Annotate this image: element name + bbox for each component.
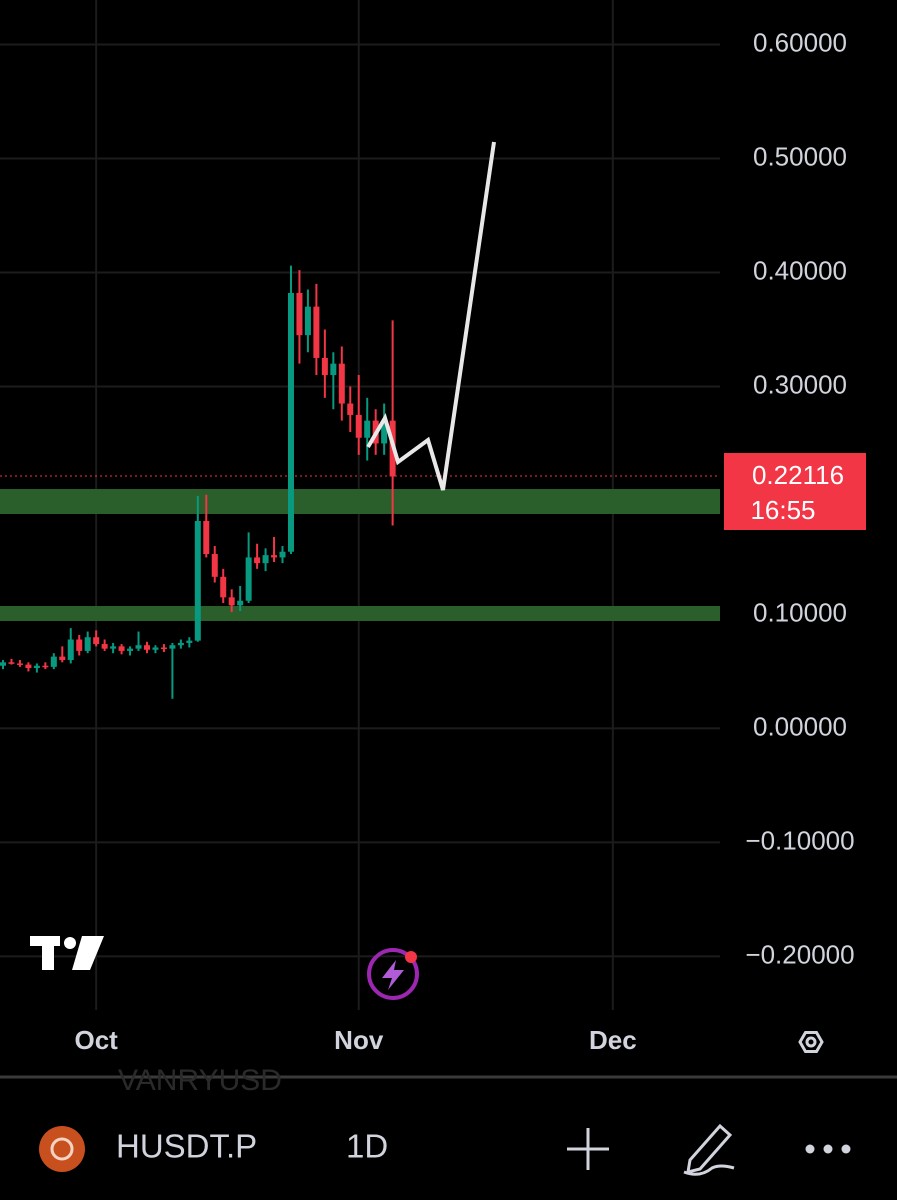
candle-body bbox=[296, 292, 303, 336]
price-label-box bbox=[724, 453, 866, 530]
candle-body bbox=[33, 665, 40, 669]
candle-body bbox=[143, 645, 150, 650]
x-tick-label: Oct bbox=[74, 1025, 118, 1055]
support-zone bbox=[0, 606, 720, 621]
candle-body bbox=[313, 306, 320, 358]
candle-body bbox=[211, 554, 218, 577]
candle-body bbox=[177, 642, 184, 646]
candle-body bbox=[228, 597, 235, 606]
candle-body bbox=[355, 414, 362, 438]
candle-body bbox=[93, 637, 100, 645]
candle-body bbox=[59, 656, 66, 661]
ghost-symbol: VANRYUSD bbox=[118, 1064, 282, 1097]
more-button[interactable] bbox=[805, 1144, 851, 1154]
candle-body bbox=[304, 306, 311, 336]
candle-body bbox=[0, 662, 6, 666]
candle-body bbox=[118, 646, 125, 651]
candle-body bbox=[237, 600, 244, 606]
candle-body bbox=[42, 665, 49, 668]
y-tick-label: 0.40000 bbox=[753, 255, 847, 285]
countdown: 16:55 bbox=[750, 495, 815, 525]
candle-body bbox=[203, 520, 210, 555]
candle-body bbox=[16, 663, 23, 665]
lightning-button[interactable] bbox=[367, 948, 419, 1000]
add-button[interactable] bbox=[567, 1128, 609, 1170]
candle-body bbox=[338, 363, 345, 404]
candle-body bbox=[220, 576, 227, 598]
candles bbox=[0, 265, 396, 699]
candle-body bbox=[254, 557, 261, 564]
candle-body bbox=[127, 648, 134, 651]
candle-body bbox=[245, 557, 252, 601]
candle-body bbox=[186, 640, 193, 643]
candle-body bbox=[347, 403, 354, 415]
candle-body bbox=[50, 656, 57, 667]
symbol-icon[interactable] bbox=[39, 1126, 85, 1172]
candle-body bbox=[194, 520, 201, 641]
candle-body bbox=[271, 555, 278, 558]
tradingview-logo bbox=[30, 936, 104, 970]
candle-body bbox=[25, 664, 32, 669]
candle-body bbox=[381, 420, 388, 444]
x-axis: Oct Nov Dec bbox=[74, 1025, 636, 1055]
y-tick-label: 0.00000 bbox=[753, 711, 847, 741]
y-axis: 0.60000 0.50000 0.40000 0.30000 0.10000 0.000… bbox=[745, 27, 854, 969]
candle-body bbox=[287, 292, 294, 552]
y-tick-label: −0.20000 bbox=[745, 939, 854, 969]
candle-body bbox=[364, 420, 371, 438]
candle-body bbox=[169, 645, 176, 649]
support-zone bbox=[0, 489, 720, 514]
candle-body bbox=[101, 644, 108, 649]
y-tick-label: 0.50000 bbox=[753, 141, 847, 171]
candle-body bbox=[279, 551, 286, 558]
y-tick-label: 0.60000 bbox=[753, 27, 847, 57]
candle-body bbox=[321, 357, 328, 376]
y-tick-label: 0.30000 bbox=[753, 369, 847, 399]
candle-body bbox=[330, 363, 337, 376]
projection-drawing bbox=[366, 141, 496, 491]
candle-body bbox=[262, 555, 269, 564]
x-tick-label: Dec bbox=[589, 1025, 637, 1055]
candle-body bbox=[8, 662, 15, 664]
y-tick-label: 0.10000 bbox=[753, 597, 847, 627]
x-tick-label: Nov bbox=[334, 1025, 384, 1055]
interval[interactable]: 1D bbox=[346, 1128, 388, 1165]
symbol[interactable]: HUSDT.P bbox=[116, 1128, 257, 1165]
candle-body bbox=[135, 645, 142, 649]
y-tick-label: −0.10000 bbox=[745, 825, 854, 855]
draw-button[interactable] bbox=[683, 1123, 735, 1176]
price-label: 0.22116 bbox=[752, 460, 844, 490]
candle-body bbox=[67, 639, 74, 661]
candle-body bbox=[76, 639, 83, 651]
candle-body bbox=[160, 647, 167, 649]
settings-button[interactable] bbox=[798, 1031, 824, 1053]
candle-body bbox=[152, 647, 159, 650]
candle-body bbox=[84, 637, 91, 651]
candle-body bbox=[110, 646, 117, 649]
